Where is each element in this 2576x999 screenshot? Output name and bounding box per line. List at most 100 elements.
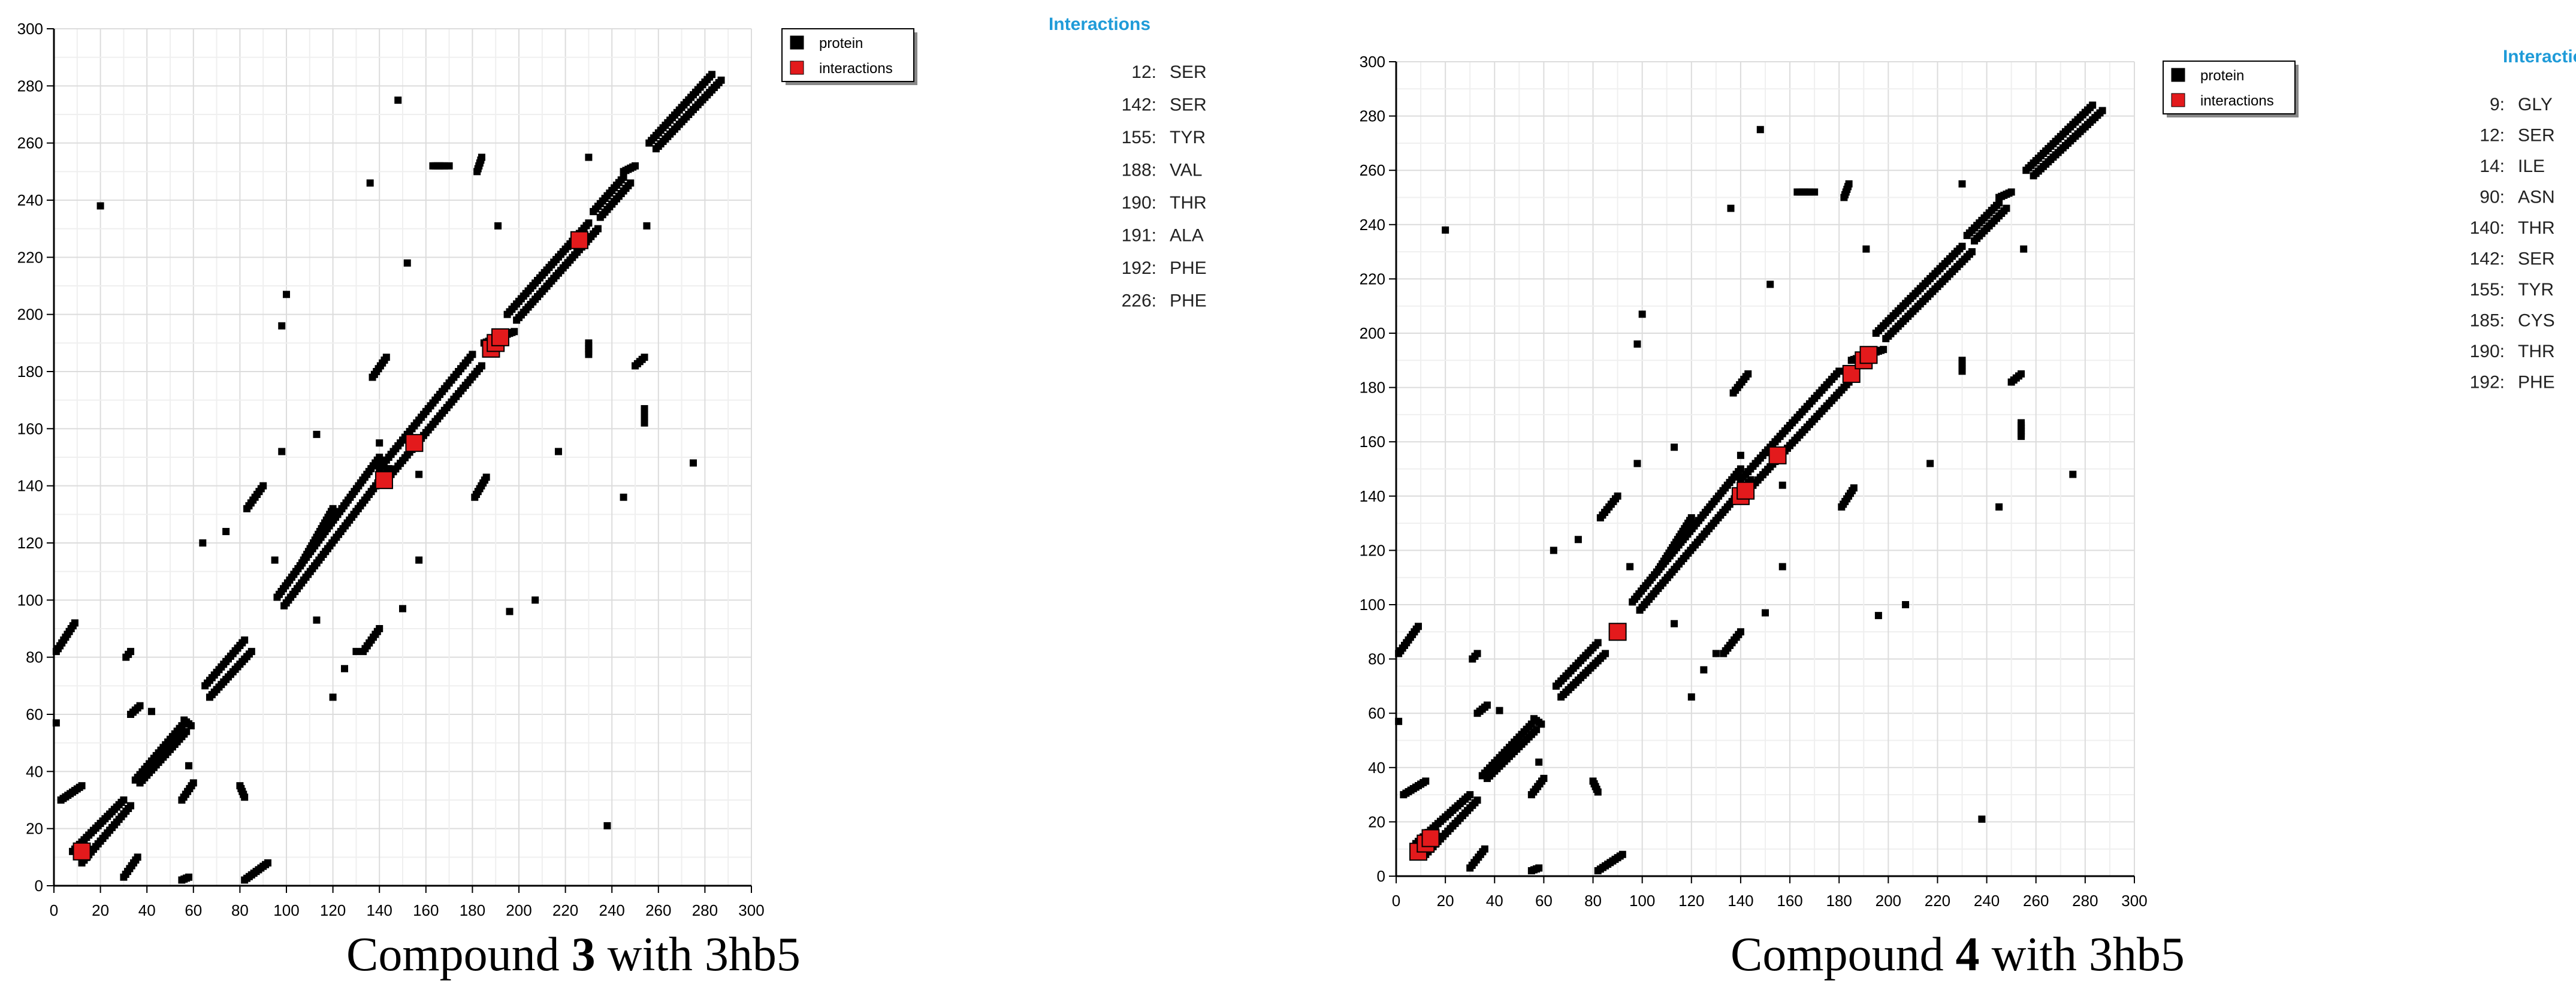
x-tick-label: 120 bbox=[1678, 892, 1704, 910]
x-tick-label: 80 bbox=[231, 901, 249, 919]
protein-contact-point bbox=[399, 605, 406, 612]
protein-contact-point bbox=[241, 636, 249, 644]
interaction-point bbox=[73, 842, 91, 861]
interaction-point bbox=[405, 434, 424, 452]
protein-contact-point bbox=[632, 162, 639, 170]
x-tick-label: 240 bbox=[1974, 892, 2000, 910]
caption-prefix: Compound bbox=[346, 928, 572, 981]
protein-contact-point bbox=[382, 354, 390, 361]
legend: protein interactions bbox=[781, 28, 917, 85]
protein-contact-point bbox=[1538, 720, 1545, 728]
protein-contact-point bbox=[329, 505, 337, 512]
interaction-residue-name: SER bbox=[2518, 249, 2555, 269]
protein-contact-point bbox=[222, 527, 230, 535]
interaction-residue-number: 155: bbox=[1122, 128, 1156, 147]
interaction-residue-number: 142: bbox=[1122, 95, 1156, 115]
protein-contact-point bbox=[1737, 451, 1744, 459]
x-tick-label: 280 bbox=[692, 901, 718, 919]
legend-label: interactions bbox=[2200, 93, 2274, 109]
x-tick-label: 200 bbox=[506, 901, 531, 919]
protein-contact-point bbox=[341, 665, 348, 672]
protein-contact-point bbox=[247, 648, 255, 656]
interactions-title: Interactions bbox=[1049, 14, 1150, 34]
y-tick-label: 40 bbox=[26, 762, 43, 780]
protein-contact-point bbox=[603, 822, 611, 829]
protein-contact-point bbox=[147, 708, 155, 716]
x-tick-label: 200 bbox=[1876, 892, 1901, 910]
protein-contact-point bbox=[189, 779, 197, 787]
y-tick-label: 0 bbox=[35, 877, 43, 895]
protein-contact-point bbox=[1744, 370, 1752, 378]
protein-contact-point bbox=[241, 793, 249, 801]
protein-contact-point bbox=[1618, 850, 1626, 858]
y-tick-label: 180 bbox=[17, 363, 43, 381]
x-tick-label: 220 bbox=[552, 901, 578, 919]
legend: protein interactions bbox=[2163, 61, 2299, 117]
protein-contact-point bbox=[1700, 666, 1708, 674]
protein-contact-point bbox=[199, 539, 207, 547]
y-tick-label: 140 bbox=[17, 477, 43, 495]
y-tick-label: 280 bbox=[17, 77, 43, 95]
protein-contact-point bbox=[1574, 536, 1582, 544]
interaction-residue-name: SER bbox=[1170, 62, 1207, 82]
protein-contact-point bbox=[1958, 357, 1966, 364]
interaction-residue-number: 142: bbox=[2470, 249, 2505, 269]
protein-contact-point bbox=[643, 222, 651, 230]
x-tick-label: 300 bbox=[2121, 892, 2147, 910]
x-tick-label: 140 bbox=[367, 901, 392, 919]
protein-contact-point bbox=[478, 362, 485, 370]
protein-contact-point bbox=[264, 859, 271, 867]
interaction-point bbox=[491, 328, 509, 346]
interaction-residue-name: ILE bbox=[2518, 156, 2545, 176]
protein-contact-point bbox=[376, 625, 383, 632]
protein-contact-point bbox=[185, 762, 193, 769]
interaction-residue-name: THR bbox=[1170, 193, 1207, 213]
x-tick-label: 120 bbox=[320, 901, 346, 919]
protein-contact-point bbox=[478, 153, 485, 161]
protein-contact-point bbox=[1483, 701, 1491, 709]
y-tick-label: 60 bbox=[26, 705, 43, 723]
protein-contact-point bbox=[415, 470, 423, 478]
protein-contact-point bbox=[506, 608, 514, 615]
protein-contact-point bbox=[329, 693, 337, 701]
y-tick-label: 20 bbox=[1368, 813, 1385, 831]
y-tick-label: 120 bbox=[1360, 541, 1385, 559]
protein-contact-point bbox=[482, 473, 490, 481]
interaction-point bbox=[1737, 481, 1755, 500]
interaction-residue-number: 9: bbox=[2490, 95, 2505, 114]
protein-contact-point bbox=[1712, 650, 1720, 657]
protein-contact-point bbox=[127, 648, 135, 656]
protein-contact-point bbox=[690, 459, 697, 467]
y-tick-label: 60 bbox=[1368, 704, 1385, 722]
interactions-panel: Interactions 9: GLY 12: SER 14: ILE 90: ASN 140: T… bbox=[2470, 47, 2576, 393]
protein-contact-point bbox=[1811, 188, 1819, 196]
interaction-residue-name: VAL bbox=[1170, 161, 1202, 180]
protein-contact-point bbox=[1862, 245, 1870, 253]
interaction-residue-name: THR bbox=[2518, 218, 2555, 238]
protein-contact-point bbox=[1687, 514, 1695, 522]
legend-swatch bbox=[790, 35, 804, 50]
protein-contact-point bbox=[1762, 609, 1769, 617]
x-tick-label: 240 bbox=[599, 901, 625, 919]
protein-contact-point bbox=[120, 796, 128, 804]
protein-contact-point bbox=[1978, 815, 1986, 823]
protein-contact-point bbox=[1594, 788, 1602, 796]
interaction-residue-number: 190: bbox=[1122, 193, 1156, 213]
interaction-residue-name: THR bbox=[2518, 342, 2555, 361]
interactions-panel: Interactions 12: SER 142: SER 155: TYR 188: VAL 1… bbox=[1049, 14, 1207, 311]
x-tick-label: 80 bbox=[1584, 892, 1602, 910]
y-tick-label: 220 bbox=[17, 248, 43, 266]
protein-contact-point bbox=[183, 728, 191, 735]
x-tick-label: 100 bbox=[273, 901, 299, 919]
protein-contact-point bbox=[2018, 419, 2025, 427]
protein-contact-point bbox=[469, 351, 476, 358]
y-tick-label: 300 bbox=[1360, 53, 1385, 71]
protein-contact-point bbox=[313, 616, 321, 624]
protein-contact-point bbox=[1550, 547, 1557, 554]
protein-contact-point bbox=[278, 448, 286, 455]
contact-map-chart-compound-3: 00 20 20 40 40 60 60 80 80 100 100 120 120 140 140 160 1… bbox=[17, 14, 1207, 919]
interaction-residue-number: 185: bbox=[2470, 311, 2505, 331]
y-tick-label: 280 bbox=[1360, 107, 1385, 125]
protein-contact-point bbox=[1638, 310, 1646, 318]
protein-contact-point bbox=[1535, 758, 1543, 766]
